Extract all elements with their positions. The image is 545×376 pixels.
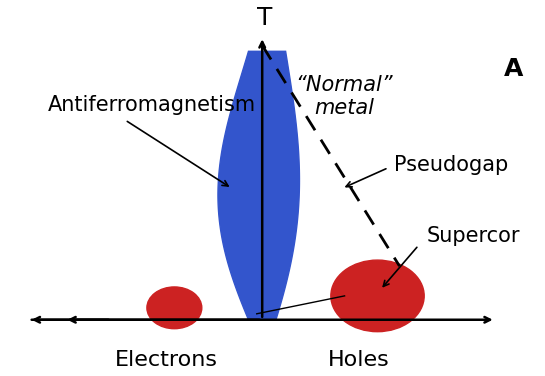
Text: Antiferromagnetism: Antiferromagnetism [48, 95, 256, 115]
Text: Pseudogap: Pseudogap [394, 155, 508, 174]
Ellipse shape [147, 287, 202, 329]
Ellipse shape [331, 260, 424, 332]
Text: T: T [257, 6, 272, 30]
Polygon shape [218, 51, 299, 320]
Text: A: A [504, 57, 523, 81]
Text: Supercor: Supercor [427, 226, 520, 246]
Text: Holes: Holes [328, 350, 389, 370]
Text: “Normal”
metal: “Normal” metal [296, 75, 393, 118]
Text: Electrons: Electrons [114, 350, 217, 370]
